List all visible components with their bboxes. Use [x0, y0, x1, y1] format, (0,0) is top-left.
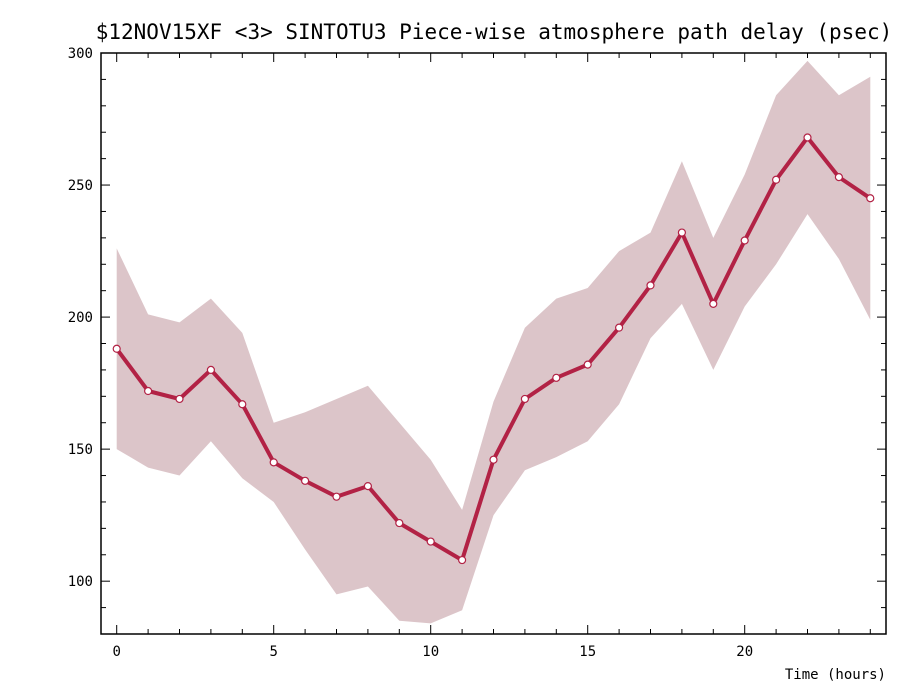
data-point [175, 394, 184, 404]
data-point [583, 360, 592, 369]
y-tick-label: 300 [68, 46, 93, 62]
x-tick-label: 10 [422, 644, 439, 660]
data-point [238, 400, 247, 409]
y-tick-label: 200 [68, 310, 93, 326]
data-point [112, 344, 121, 353]
data-point [552, 373, 561, 382]
y-tick-label: 250 [68, 178, 93, 194]
x-tick-label: 5 [269, 644, 277, 660]
data-point [614, 323, 624, 332]
data-point [520, 394, 530, 404]
data-point [426, 537, 435, 546]
uncertainty-band [116, 60, 871, 624]
data-point [740, 236, 749, 245]
chart-title: $12NOV15XF <3> SINTOTU3 Piece-wise atmos… [96, 20, 893, 44]
y-tick-label: 150 [68, 442, 93, 458]
data-point [332, 492, 341, 501]
data-point [301, 476, 310, 485]
data-point [834, 173, 844, 182]
axis-ticks [101, 52, 886, 634]
x-tick-label: 0 [112, 644, 120, 660]
data-point [206, 365, 215, 375]
data-point-layer [112, 133, 875, 565]
data-point [489, 455, 498, 464]
data-point [677, 228, 687, 237]
data-point [395, 518, 404, 528]
x-tick-label: 20 [736, 644, 753, 660]
data-point [866, 194, 875, 203]
data-point [709, 299, 718, 308]
data-point [803, 133, 812, 142]
data-point [363, 482, 372, 491]
data-point [269, 458, 278, 467]
data-point [144, 386, 153, 396]
uncertainty-band-layer [116, 60, 871, 624]
data-point [458, 555, 467, 565]
x-tick-labels: 0 5 10 15 20 [112, 644, 753, 660]
data-point [646, 281, 655, 290]
x-tick-label: 15 [579, 644, 596, 660]
x-axis-label: Time (hours) [785, 667, 886, 683]
y-tick-label: 100 [68, 574, 93, 590]
y-tick-labels: 100 150 200 250 300 [68, 46, 93, 590]
data-point [771, 175, 781, 184]
